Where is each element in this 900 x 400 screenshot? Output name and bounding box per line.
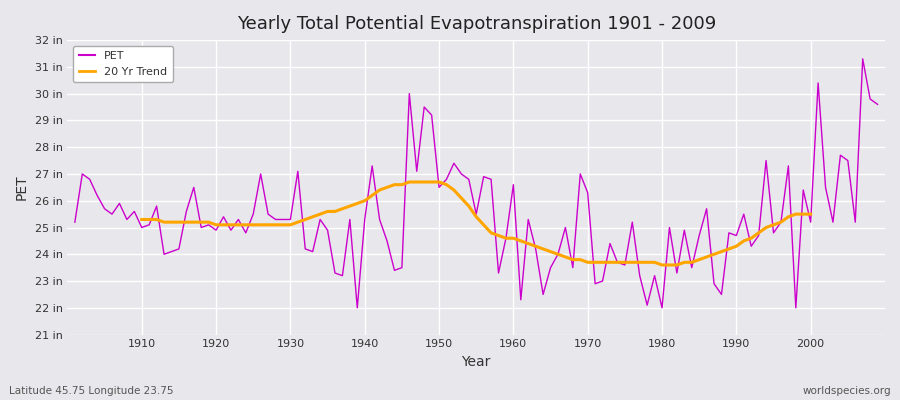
- Y-axis label: PET: PET: [15, 174, 29, 200]
- Legend: PET, 20 Yr Trend: PET, 20 Yr Trend: [73, 46, 173, 82]
- Title: Yearly Total Potential Evapotranspiration 1901 - 2009: Yearly Total Potential Evapotranspiratio…: [237, 15, 716, 33]
- Text: Latitude 45.75 Longitude 23.75: Latitude 45.75 Longitude 23.75: [9, 386, 174, 396]
- Text: worldspecies.org: worldspecies.org: [803, 386, 891, 396]
- X-axis label: Year: Year: [462, 355, 490, 369]
